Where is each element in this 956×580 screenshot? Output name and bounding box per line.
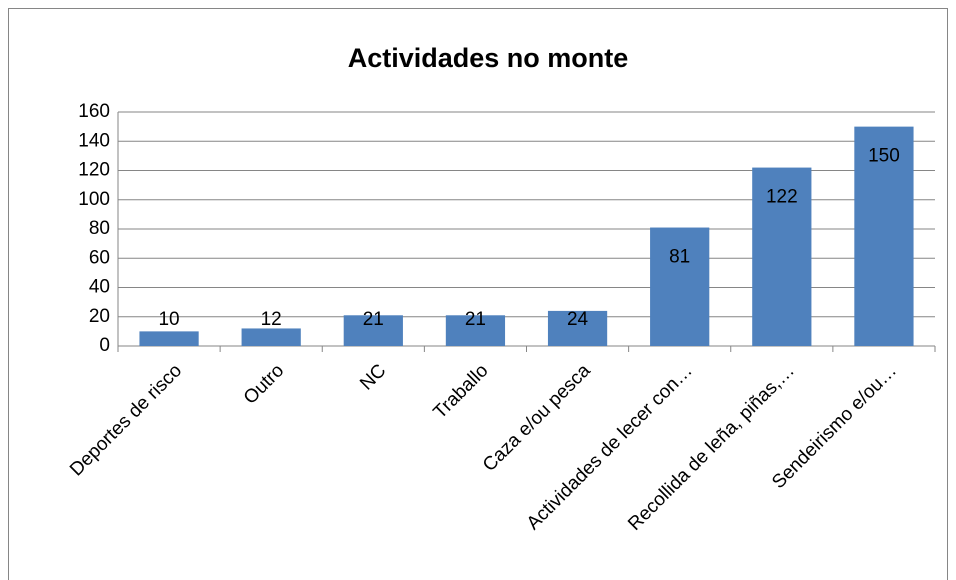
y-tick-label: 120 bbox=[78, 160, 110, 181]
y-tick-label: 0 bbox=[99, 335, 110, 356]
y-tick-label: 100 bbox=[78, 189, 110, 210]
y-tick-label: 20 bbox=[89, 306, 110, 327]
bar bbox=[445, 315, 506, 346]
chart-title: Actividades no monte bbox=[348, 43, 629, 73]
bar bbox=[241, 328, 301, 346]
bar bbox=[343, 315, 403, 346]
data-label: 24 bbox=[567, 309, 589, 330]
data-label: 81 bbox=[669, 247, 690, 268]
data-label: 12 bbox=[261, 309, 282, 330]
y-tick-label: 60 bbox=[89, 247, 110, 268]
data-label: 21 bbox=[465, 309, 486, 330]
data-label: 21 bbox=[363, 309, 384, 330]
y-tick-label: 140 bbox=[78, 130, 110, 151]
bar bbox=[752, 167, 812, 346]
y-tick-label: 80 bbox=[89, 218, 110, 239]
bar bbox=[854, 126, 914, 346]
data-label: 150 bbox=[868, 146, 900, 167]
y-tick-label: 40 bbox=[89, 277, 110, 298]
data-label: 10 bbox=[158, 309, 179, 330]
bar bbox=[547, 310, 608, 346]
bar bbox=[139, 331, 199, 346]
bar bbox=[650, 227, 710, 346]
data-label: 122 bbox=[766, 187, 798, 208]
y-tick-label: 160 bbox=[78, 101, 110, 122]
